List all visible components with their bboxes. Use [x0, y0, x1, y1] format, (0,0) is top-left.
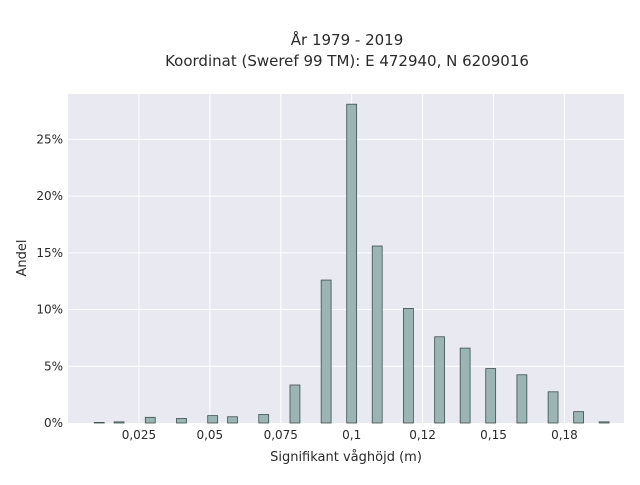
- y-tick-label: 20%: [36, 189, 63, 203]
- histogram-bar: [371, 245, 383, 424]
- histogram-bar: [289, 384, 301, 424]
- chart-title-line1: År 1979 - 2019: [291, 30, 404, 49]
- y-tick-label: 10%: [36, 303, 63, 317]
- x-tick-label: 0,12: [409, 428, 436, 442]
- x-tick-label: 0,025: [122, 428, 156, 442]
- histogram-bar: [258, 414, 270, 424]
- y-tick-label: 15%: [36, 246, 63, 260]
- histogram-bar: [434, 336, 445, 424]
- chart-title-line2: Koordinat (Sweref 99 TM): E 472940, N 62…: [165, 52, 529, 70]
- y-tick-label: 0%: [44, 416, 63, 430]
- histogram-bar: [403, 308, 414, 424]
- histogram-bar: [573, 411, 584, 424]
- histogram-bar: [598, 421, 610, 424]
- histogram-bar: [93, 422, 105, 424]
- histogram-bar: [144, 416, 156, 424]
- plot-area: [68, 94, 624, 423]
- histogram-bar: [459, 347, 471, 424]
- histogram-bar: [320, 279, 332, 424]
- histogram-bar: [547, 391, 559, 424]
- histogram-bar: [227, 416, 238, 424]
- histogram-bar: [176, 418, 187, 424]
- y-axis-label: Andel: [15, 240, 30, 277]
- x-axis-label: Signifikant våghöjd (m): [270, 450, 422, 465]
- x-tick-label: 0,05: [196, 428, 223, 442]
- histogram-bar: [346, 103, 358, 424]
- y-tick-label: 25%: [36, 132, 63, 146]
- tick-layer: 0,025 0,05 0,075 0,1 0,12 0,15 0,18 0% 5% 10% 15% 2…: [36, 132, 577, 442]
- y-tick-label: 5%: [44, 359, 63, 373]
- x-tick-label: 0,1: [342, 428, 361, 442]
- x-tick-label: 0,18: [551, 428, 578, 442]
- x-tick-label: 0,075: [264, 428, 298, 442]
- bar-layer: [93, 103, 610, 424]
- histogram-bar: [485, 368, 497, 424]
- grid-layer: [68, 94, 624, 423]
- histogram-bar: [113, 421, 125, 424]
- histogram-bar: [207, 415, 219, 424]
- x-tick-label: 0,15: [480, 428, 507, 442]
- histogram-bar: [516, 374, 528, 424]
